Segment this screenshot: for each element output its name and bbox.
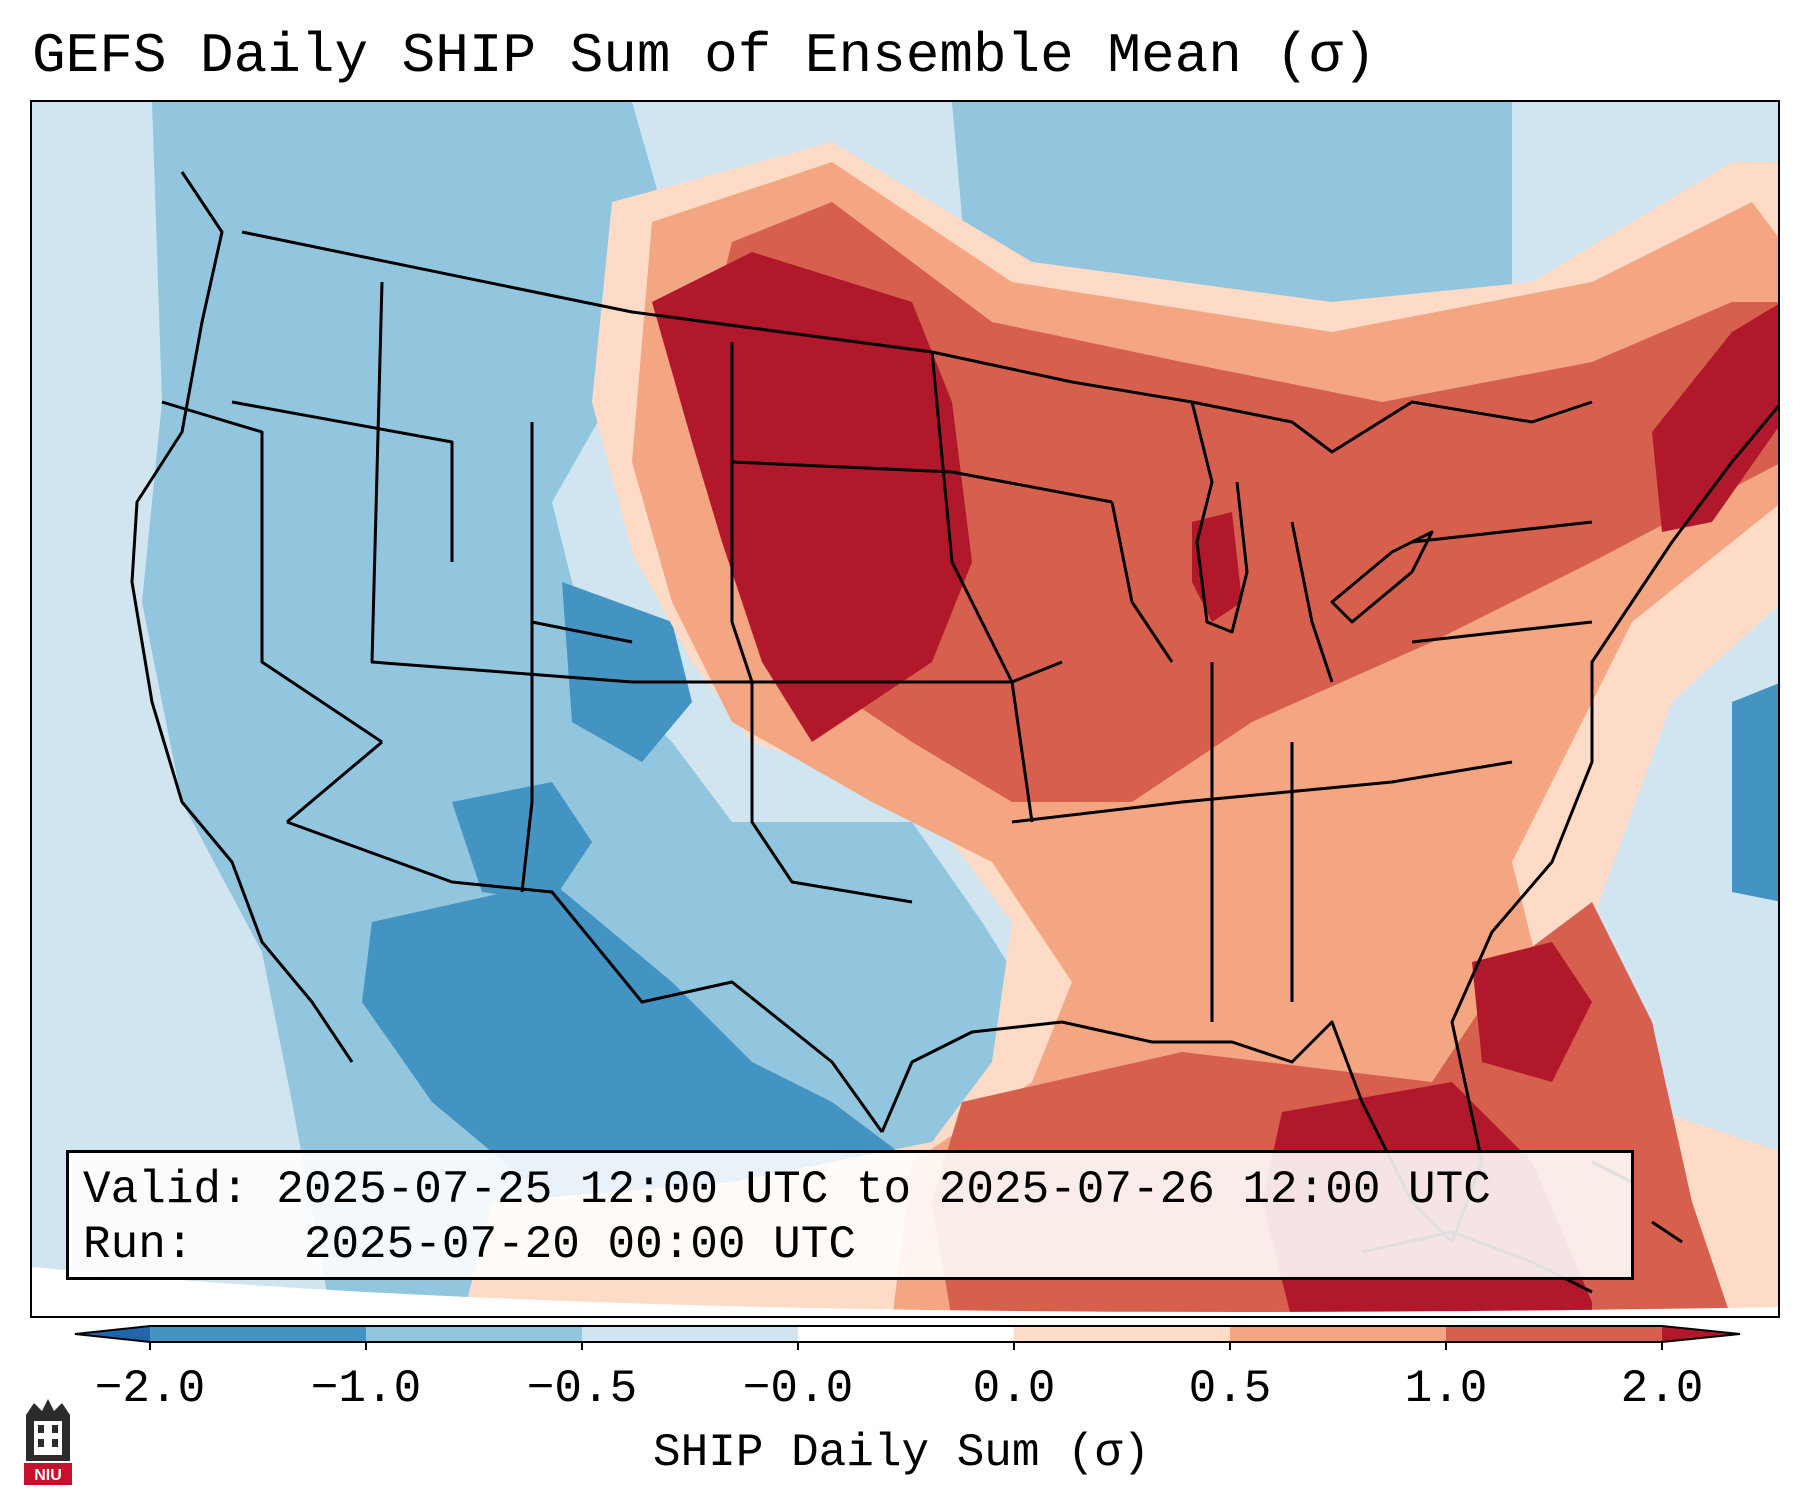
colorbar-ticks	[149, 1342, 1663, 1350]
lake-erie	[1330, 530, 1434, 624]
colorbar-graphic	[74, 1325, 1741, 1350]
colorbar-tick-label: −2.0	[94, 1363, 206, 1415]
colorbar-tick-label: 0.5	[1188, 1363, 1272, 1415]
valid-label: Valid:	[83, 1164, 249, 1216]
state-line-j	[1110, 501, 1174, 663]
us-canada-border	[241, 230, 1593, 454]
niu-logo-icon: NIU	[24, 1399, 72, 1485]
lake-michigan	[1190, 401, 1249, 634]
region-se-coast-max	[1472, 942, 1592, 1082]
state-line-d	[930, 351, 1034, 823]
niu-logo-text: NIU	[34, 1467, 62, 1484]
colorbar-tick-label: 1.0	[1404, 1363, 1488, 1415]
atlantic-coast	[1450, 404, 1778, 1243]
state-line-a	[370, 281, 1063, 684]
region-atlantic-dark-blue	[1732, 683, 1778, 902]
colorbar-tick-label: 2.0	[1620, 1363, 1704, 1415]
ship-map	[32, 102, 1778, 1316]
state-line-f	[750, 682, 913, 904]
valid-run-info-box: Valid: 2025-07-25 12:00 UTC to 2025-07-2…	[66, 1150, 1634, 1280]
state-line-m	[1411, 620, 1593, 644]
run-label: Run:	[83, 1219, 194, 1271]
state-line-l	[1411, 520, 1593, 544]
colorbar-extend-high	[1662, 1326, 1740, 1342]
gulf-coast	[880, 1020, 1454, 1244]
colorbar-bin-7	[1446, 1326, 1662, 1342]
region-central-red	[692, 202, 1778, 802]
colorbar-bin-3	[582, 1326, 798, 1342]
valid-row: Valid: 2025-07-25 12:00 UTC to 2025-07-2…	[83, 1163, 1617, 1218]
state-line-e	[731, 460, 1113, 504]
colorbar-bin-2	[366, 1326, 582, 1342]
colorbar-title: SHIP Daily Sum (σ)	[653, 1427, 1150, 1479]
state-line-c	[730, 342, 754, 683]
state-line-p	[286, 740, 383, 824]
map-outer-corner	[32, 1267, 1778, 1316]
valid-value: 2025-07-25 12:00 UTC to 2025-07-26 12:00…	[276, 1164, 1491, 1216]
map-title: GEFS Daily SHIP Sum of Ensemble Mean (σ)	[32, 24, 1377, 88]
colorbar-bin-4	[798, 1326, 1014, 1342]
us-mexico-border	[286, 820, 884, 1133]
colorbar-tick-label: −1.0	[310, 1363, 422, 1415]
region-northeast-max	[1652, 304, 1778, 532]
colorbar-tick-label: −0.5	[526, 1363, 638, 1415]
state-line-q	[520, 622, 534, 893]
colorbar-tick-label: −0.0	[742, 1363, 854, 1415]
colorbar-bin-5	[1014, 1326, 1230, 1342]
colorbar-bin-1	[150, 1326, 366, 1342]
us-west-coast	[130, 171, 354, 1063]
run-row: Run: 2025-07-20 00:00 UTC	[83, 1218, 1617, 1273]
coastline-and-borders	[130, 171, 1778, 1294]
state-line-g	[1011, 760, 1513, 824]
niu-logo: NIU	[20, 1395, 76, 1487]
state-line-o	[161, 400, 383, 744]
run-value: 2025-07-20 00:00 UTC	[303, 1219, 856, 1271]
region-colorado-dark-blue	[562, 582, 692, 762]
colorbar-tick-label: 0.0	[972, 1363, 1056, 1415]
region-arizona-dark-blue	[452, 782, 592, 902]
map-panel	[30, 100, 1780, 1318]
state-line-k	[1290, 521, 1334, 683]
colorbar-extend-low	[75, 1326, 150, 1342]
colorbar-bin-6	[1230, 1326, 1446, 1342]
state-line-n	[231, 400, 454, 562]
colorbar: −2.0 −1.0 −0.5 −0.0 0.0 0.5 1.0 2.0 SHIP…	[0, 1318, 1803, 1488]
